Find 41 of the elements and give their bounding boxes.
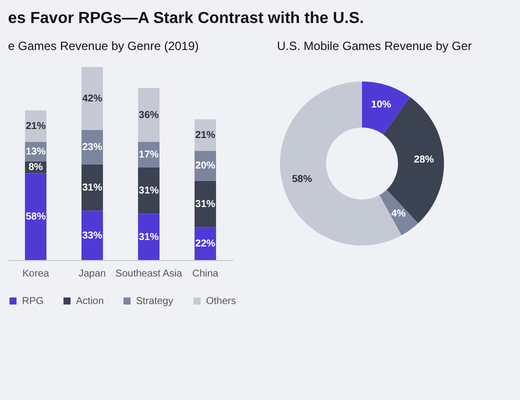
data-label: 31% — [138, 185, 159, 196]
data-label: 17% — [138, 150, 159, 161]
bar — [138, 214, 160, 260]
data-label: 4% — [391, 208, 406, 220]
donut-slice — [379, 190, 418, 236]
legend-label: RPG — [22, 296, 44, 307]
x-tick-label: Southeast Asia — [115, 268, 183, 280]
data-label: 20% — [195, 160, 216, 172]
data-label: 8% — [28, 162, 44, 174]
data-label: 23% — [82, 142, 102, 154]
bar — [194, 180, 216, 228]
chart-subtitle: e Games Revenue by Genre (2019) — [8, 39, 199, 53]
bar — [138, 167, 160, 214]
bar — [81, 164, 103, 211]
legend-label: Others — [206, 296, 236, 307]
data-label: 31% — [138, 232, 159, 243]
bar — [81, 67, 103, 130]
data-label: 58% — [292, 174, 312, 185]
data-label: 21% — [26, 121, 46, 132]
data-label: 31% — [195, 198, 216, 210]
x-tick-label: China — [192, 268, 219, 280]
data-label: 10% — [371, 100, 392, 111]
x-tick-label: Korea — [22, 268, 50, 280]
bar — [24, 173, 46, 260]
data-label: 22% — [195, 238, 216, 250]
data-label: 33% — [82, 230, 102, 242]
chart-title: es Favor RPGs—A Stark Contrast with the U.S. — [8, 10, 364, 27]
data-label: 36% — [138, 110, 159, 121]
legend-label: Strategy — [136, 296, 174, 307]
bar — [138, 88, 160, 142]
chart-title: U.S. Mobile Games Revenue by Ger — [277, 39, 472, 53]
data-label: 21% — [195, 130, 216, 142]
data-label: 58% — [26, 212, 46, 223]
data-label: 13% — [26, 146, 46, 158]
data-label: 28% — [414, 154, 434, 166]
legend-label: Action — [76, 296, 104, 307]
donut-slice — [362, 82, 410, 134]
bar — [81, 210, 103, 260]
data-label: 42% — [82, 93, 102, 104]
x-tick-label: Japan — [78, 268, 106, 280]
data-label: 31% — [82, 182, 102, 194]
